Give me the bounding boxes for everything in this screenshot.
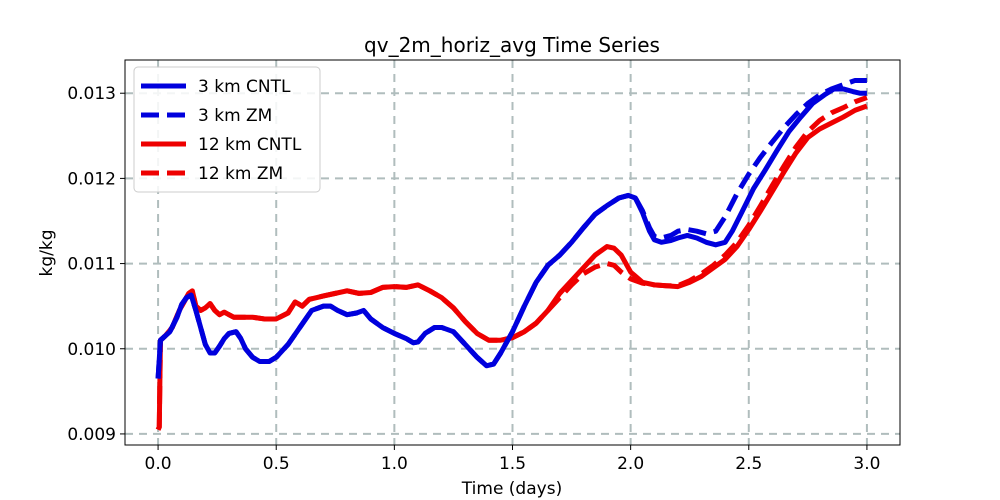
x-axis-ticks: 0.0 0.5 1.0 1.5 2.0 2.5 3.0 (145, 445, 880, 474)
y-tick-label: 0.010 (67, 340, 116, 360)
chart-title: qv_2m_horiz_avg Time Series (364, 33, 660, 57)
x-tick-label: 2.0 (617, 454, 644, 474)
y-tick-label: 0.012 (67, 169, 116, 189)
x-tick-label: 0.0 (145, 454, 172, 474)
x-tick-label: 2.5 (735, 454, 762, 474)
series-line-3-km-zm (155, 77, 867, 379)
legend-label: 3 km ZM (198, 106, 272, 126)
series-line-12-km-zm (155, 95, 868, 431)
legend-label: 12 km CNTL (198, 135, 302, 155)
y-axis-ticks: 0.009 0.010 0.011 0.012 0.013 (67, 84, 125, 445)
legend-label: 12 km ZM (198, 164, 283, 184)
y-axis-title: kg/kg (37, 230, 57, 277)
x-axis-title: Time (days) (461, 479, 562, 499)
legend: 3 km CNTL 3 km ZM 12 km CNTL 12 km ZM (133, 66, 321, 193)
x-tick-label: 1.0 (381, 454, 408, 474)
y-tick-label: 0.013 (67, 84, 116, 104)
series-lines (155, 77, 868, 431)
x-tick-label: 0.5 (263, 454, 290, 474)
y-tick-label: 0.011 (67, 255, 116, 275)
y-tick-label: 0.009 (67, 425, 116, 445)
x-tick-label: 1.5 (499, 454, 526, 474)
legend-label: 3 km CNTL (198, 77, 291, 97)
legend-frame (133, 66, 321, 193)
x-tick-label: 3.0 (853, 454, 880, 474)
